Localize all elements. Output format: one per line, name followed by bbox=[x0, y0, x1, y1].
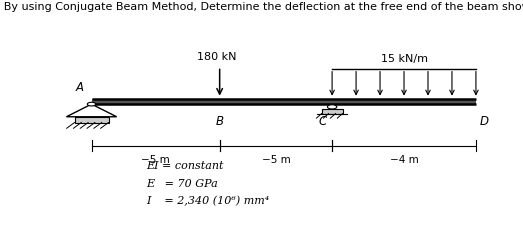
FancyBboxPatch shape bbox=[322, 110, 343, 114]
Text: 2.  By using Conjugate Beam Method, Determine the deflection at the free end of : 2. By using Conjugate Beam Method, Deter… bbox=[0, 2, 523, 12]
Text: D: D bbox=[479, 115, 488, 128]
Text: B: B bbox=[215, 115, 224, 128]
Text: −5 m: −5 m bbox=[141, 154, 170, 164]
Text: A: A bbox=[76, 80, 84, 93]
Text: 180 kN: 180 kN bbox=[197, 52, 237, 61]
Circle shape bbox=[327, 105, 337, 109]
FancyBboxPatch shape bbox=[92, 99, 476, 105]
Polygon shape bbox=[66, 105, 117, 117]
FancyBboxPatch shape bbox=[74, 117, 109, 123]
Text: 15 kN/m: 15 kN/m bbox=[381, 54, 427, 64]
Text: EI = constant: EI = constant bbox=[146, 161, 224, 171]
Text: −4 m: −4 m bbox=[390, 154, 418, 164]
Text: I    = 2,340 (10⁶) mm⁴: I = 2,340 (10⁶) mm⁴ bbox=[146, 195, 270, 205]
Circle shape bbox=[87, 103, 96, 106]
Text: −5 m: −5 m bbox=[262, 154, 290, 164]
Text: E   = 70 GPa: E = 70 GPa bbox=[146, 178, 218, 188]
Text: C: C bbox=[319, 115, 327, 128]
